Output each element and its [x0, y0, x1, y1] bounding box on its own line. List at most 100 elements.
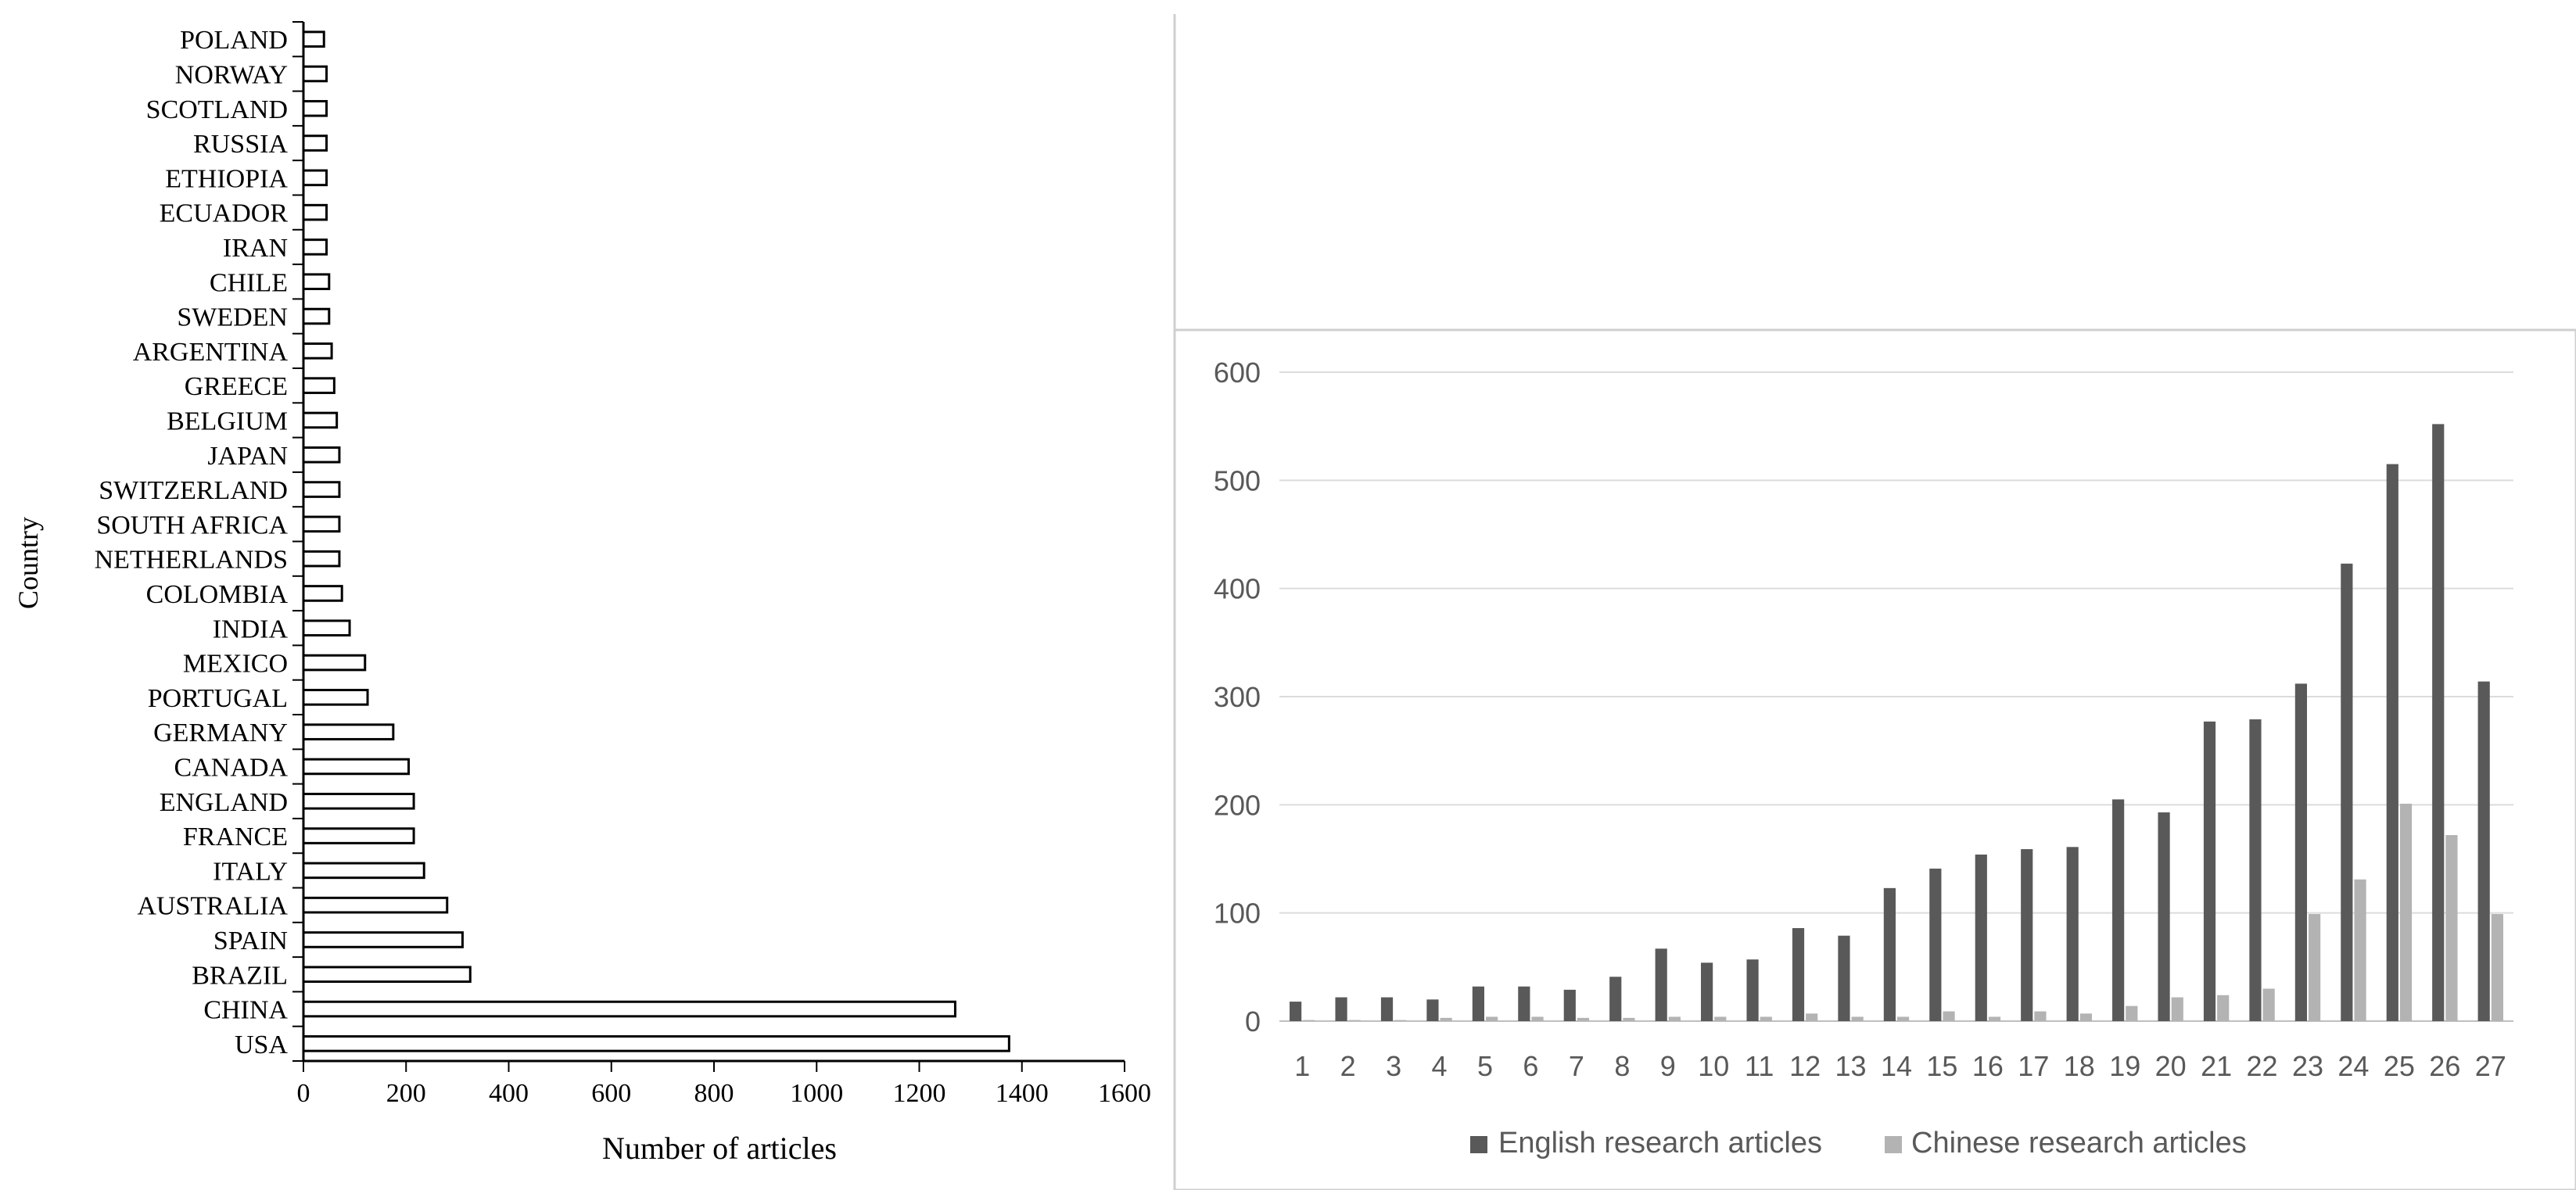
country-bar [302, 446, 341, 464]
country-label: PORTUGAL [148, 684, 288, 713]
country-bar [302, 792, 415, 810]
right-x-tick-label: 2 [1340, 1050, 1356, 1082]
chinese-bar [1577, 1017, 1590, 1021]
right-x-tick-label: 16 [1972, 1050, 2004, 1082]
right-x-tick-label: 17 [2018, 1050, 2049, 1082]
right-x-tick-label: 26 [2429, 1050, 2460, 1082]
chinese-bar [1714, 1016, 1727, 1021]
country-bar [302, 411, 339, 429]
country-bar [302, 203, 328, 221]
country-label: ECUADOR [160, 199, 289, 228]
left-category-labels: USA CHINA BRAZIL SPAIN AUSTRALIA ITALY FRANCE E… [95, 26, 289, 1059]
right-y-tick-label: 0 [1245, 1005, 1261, 1038]
chinese-bar [1760, 1016, 1772, 1021]
right-x-tick-label: 20 [2155, 1050, 2187, 1082]
legend: English research articles Chinese resear… [1470, 1127, 2247, 1160]
english-bar [1746, 959, 1759, 1021]
country-bar [302, 1035, 1010, 1052]
english-bar [1838, 935, 1850, 1021]
country-bar [302, 619, 351, 637]
right-x-tick-label: 25 [2384, 1050, 2415, 1082]
right-x-tick-label: 21 [2201, 1050, 2232, 1082]
country-label: CANADA [174, 753, 289, 782]
country-bar [302, 585, 343, 602]
english-bar [2203, 721, 2216, 1021]
left-x-tick-label: 1400 [996, 1079, 1049, 1108]
chinese-bar [1988, 1016, 2001, 1021]
chinese-bar [2079, 1013, 2092, 1021]
country-bar [302, 1000, 956, 1018]
country-label: CHINA [203, 996, 288, 1025]
country-label: SWEDEN [177, 303, 288, 332]
english-bar [1290, 1002, 1302, 1021]
country-label: SOUTH AFRICA [96, 511, 288, 539]
chinese-bar [2309, 914, 2321, 1021]
right-x-tick-label: 19 [2109, 1050, 2140, 1082]
legend-label-english: English research articles [1498, 1127, 1822, 1160]
country-label: GREECE [185, 372, 288, 401]
country-bar [302, 550, 341, 568]
left-y-axis-title: Country [13, 517, 44, 609]
right-y-tick-label: 500 [1214, 464, 1261, 496]
country-label: JAPAN [207, 442, 288, 471]
left-x-tick-label: 600 [591, 1079, 631, 1108]
right-y-tick-label: 400 [1214, 573, 1261, 605]
right-y-tick-label: 200 [1214, 789, 1261, 821]
right-x-tick-label: 24 [2337, 1050, 2369, 1082]
country-bar [302, 99, 328, 117]
country-label: BELGIUM [167, 407, 288, 435]
country-bar [302, 862, 425, 880]
english-bar [1426, 999, 1439, 1021]
chinese-bar [1303, 1020, 1315, 1021]
chinese-bar [2491, 914, 2503, 1021]
country-label: SWITZERLAND [99, 476, 288, 505]
right-x-tick-label: 8 [1614, 1050, 1630, 1082]
english-bar [2112, 799, 2125, 1021]
chinese-bar [1623, 1017, 1635, 1021]
country-label: POLAND [180, 26, 288, 55]
chinese-bar [1348, 1020, 1361, 1021]
right-x-tick-label: 3 [1386, 1050, 1401, 1082]
country-label: NETHERLANDS [95, 546, 288, 575]
english-bar [2249, 719, 2262, 1021]
country-bar [302, 723, 395, 740]
legend-swatch-chinese [1885, 1136, 1902, 1153]
country-label: BRAZIL [192, 961, 288, 990]
chinese-bar [1486, 1016, 1498, 1021]
legend-label-chinese: Chinese research articles [1911, 1127, 2247, 1160]
right-x-tick-label: 15 [1926, 1050, 1957, 1082]
left-axes [292, 21, 1125, 1072]
english-bar [1792, 928, 1805, 1021]
right-x-tick-label: 5 [1477, 1050, 1493, 1082]
english-bar [1883, 887, 1896, 1021]
right-x-tick-label: 11 [1745, 1050, 1774, 1082]
left-x-axis-title: Number of articles [602, 1131, 837, 1166]
chinese-bar [2399, 803, 2413, 1021]
country-bar [302, 65, 328, 83]
chinese-bar [1943, 1011, 1955, 1021]
country-bar [302, 134, 328, 152]
english-bar [2341, 563, 2353, 1021]
country-bar [302, 169, 328, 187]
english-bar [2432, 424, 2445, 1021]
chinese-bar [2126, 1005, 2138, 1021]
chinese-bar [1897, 1016, 1910, 1021]
left-x-tick-label: 800 [694, 1079, 734, 1108]
english-bar [1701, 962, 1713, 1021]
country-label: MEXICO [183, 650, 288, 679]
chinese-bar [1394, 1020, 1407, 1021]
right-x-tick-label: 18 [2064, 1050, 2095, 1082]
country-bar [302, 689, 369, 706]
chinese-bar [1440, 1017, 1452, 1021]
right-x-tick-label: 4 [1432, 1050, 1448, 1082]
right-x-tick-label: 14 [1881, 1050, 1912, 1082]
english-bar [1609, 977, 1622, 1021]
right-x-tick-label: 27 [2475, 1050, 2506, 1082]
english-bar [1335, 997, 1347, 1021]
country-label: NORWAY [175, 60, 288, 89]
legend-swatch-english [1470, 1136, 1487, 1153]
country-label: ITALY [213, 857, 288, 886]
left-x-tick-label: 1000 [790, 1079, 843, 1108]
